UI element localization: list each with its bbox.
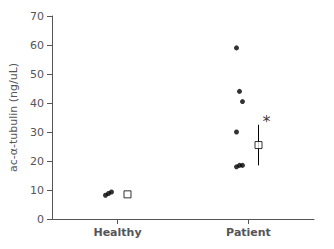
svg-text:30: 30	[30, 126, 44, 139]
svg-text:70: 70	[30, 10, 44, 23]
svg-text:ac-α-tubulin (ng/uL): ac-α-tubulin (ng/uL)	[7, 63, 20, 172]
svg-text:20: 20	[30, 155, 44, 168]
svg-text:10: 10	[30, 184, 44, 197]
svg-text:40: 40	[30, 97, 44, 110]
svg-text:50: 50	[30, 68, 44, 81]
svg-text:60: 60	[30, 39, 44, 52]
svg-text:Healthy: Healthy	[93, 226, 141, 239]
svg-text:*: *	[263, 112, 271, 131]
svg-text:0: 0	[37, 213, 44, 226]
svg-text:Patient: Patient	[226, 226, 271, 239]
